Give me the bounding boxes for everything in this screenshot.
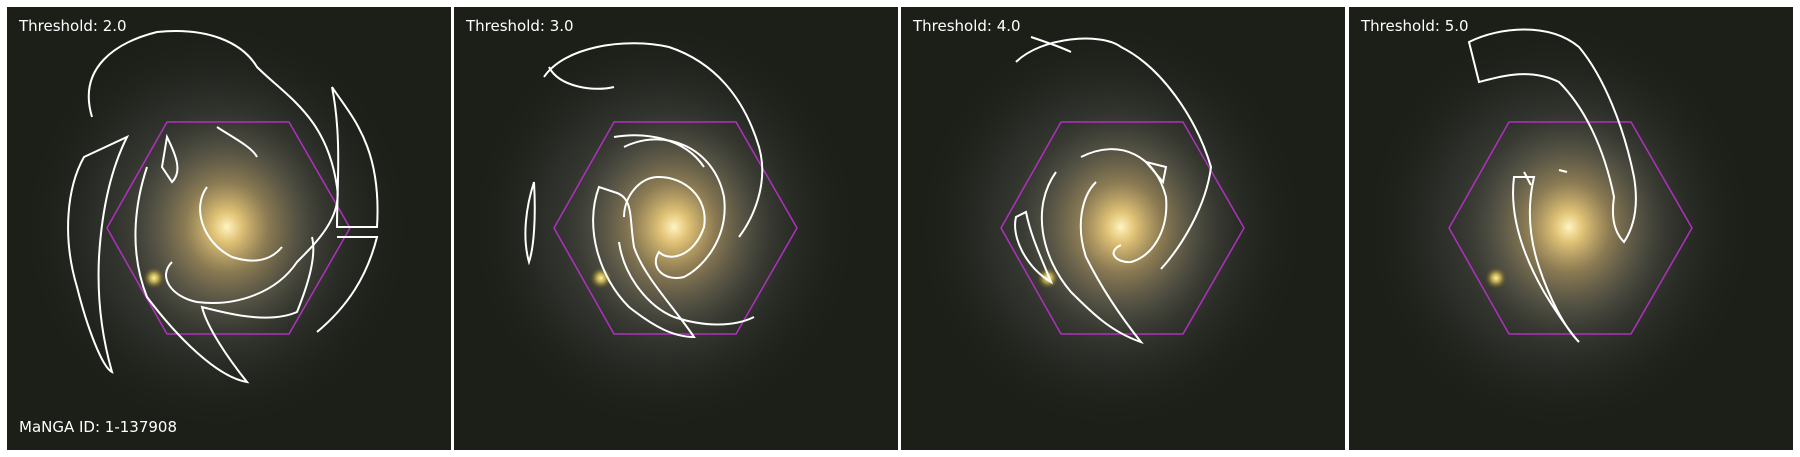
panel-threshold-3: Threshold: 3.0 — [454, 7, 898, 450]
ifu-hexagon-outline — [1448, 121, 1693, 335]
galaxy-spiral-image — [1349, 7, 1793, 450]
contour-lines — [1467, 28, 1637, 343]
ifu-hexagon-outline — [553, 121, 798, 335]
panel-threshold-5: Threshold: 5.0 — [1349, 7, 1793, 450]
contour-lines — [67, 30, 379, 384]
galaxy-spiral-image — [7, 7, 451, 450]
manga-id-label: MaNGA ID: 1-137908 — [19, 418, 178, 436]
ifu-hexagon-outline — [1000, 121, 1245, 335]
contour-lines — [1014, 36, 1213, 345]
threshold-label: Threshold: 3.0 — [466, 17, 574, 35]
threshold-label: Threshold: 2.0 — [19, 17, 127, 35]
contour-lines — [524, 42, 764, 339]
galaxy-spiral-image — [454, 7, 898, 450]
panel-threshold-2: Threshold: 2.0 MaNGA ID: 1-137908 — [7, 7, 451, 450]
panel-threshold-4: Threshold: 4.0 — [901, 7, 1345, 450]
galaxy-spiral-image — [901, 7, 1345, 450]
threshold-label: Threshold: 5.0 — [1361, 17, 1469, 35]
threshold-label: Threshold: 4.0 — [913, 17, 1021, 35]
